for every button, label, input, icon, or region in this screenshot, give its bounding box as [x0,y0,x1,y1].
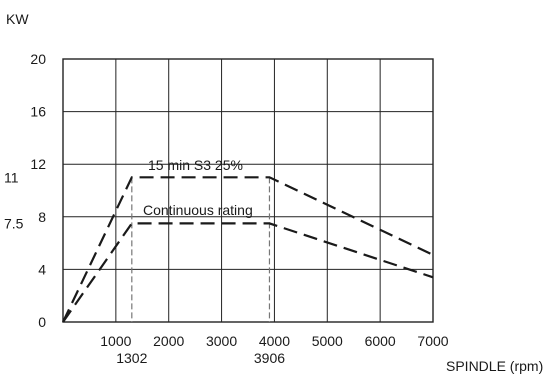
y-tick-label: 8 [38,209,46,225]
y-tick-label: 4 [38,261,46,277]
y-tick-label: 20 [30,51,46,67]
x-extra-tick-label: 3906 [254,350,285,366]
x-tick-label: 6000 [365,333,396,349]
x-tick-label: 4000 [259,333,290,349]
x-tick-label: 5000 [312,333,343,349]
y-extra-tick-label: 11 [4,169,19,185]
rpm-markers [131,177,271,322]
x-extra-tick-label: 1302 [116,350,147,366]
y-tick-label: 0 [38,314,46,330]
series-lines [62,176,434,323]
series-label: 15 min S3 25% [148,157,243,173]
x-axis-label: SPINDLE (rpm) [446,358,543,374]
series-label: Continuous rating [143,202,253,218]
series-line [62,176,434,323]
y-extra-tick-label: 7.5 [4,215,24,231]
y-axis-label: KW [6,11,29,27]
grid [62,58,434,323]
y-tick-label: 16 [30,104,46,120]
series-labels: 15 min S3 25% Continuous rating [143,157,253,218]
x-tick-label: 2000 [153,333,184,349]
series-line [62,222,434,323]
plot-frame [62,58,434,323]
tick-labels: 0 4 8 12 16 20 1000 2000 3000 4000 5000 6000 7000 130… [4,51,449,366]
x-tick-label: 3000 [206,333,237,349]
x-tick-label: 7000 [417,333,448,349]
x-tick-label: 1000 [100,333,131,349]
y-tick-label: 12 [30,156,46,172]
